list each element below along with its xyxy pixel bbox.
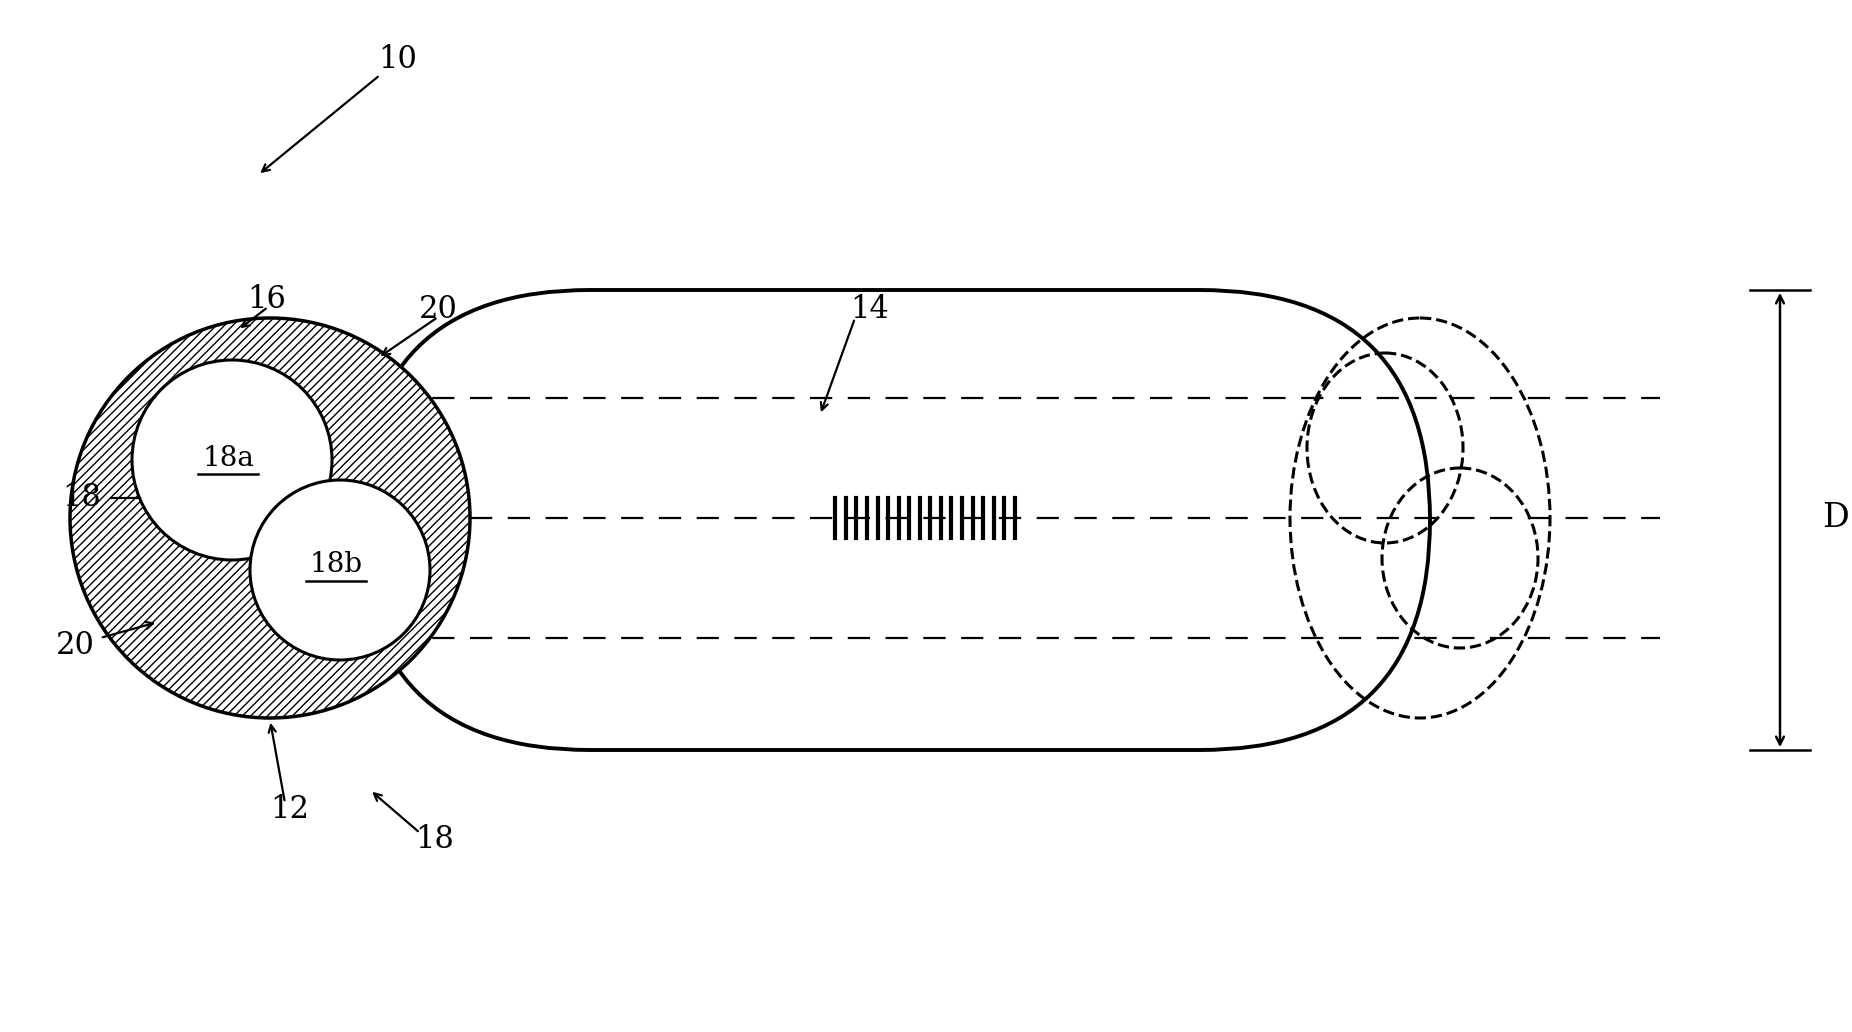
Circle shape [131, 360, 332, 560]
Text: 14: 14 [850, 294, 889, 325]
Text: 18a: 18a [202, 445, 254, 472]
Text: 16: 16 [248, 285, 287, 316]
Text: 18: 18 [63, 483, 102, 514]
Text: 20: 20 [419, 294, 457, 325]
Text: 18: 18 [415, 825, 454, 856]
Text: 20: 20 [56, 630, 94, 660]
Text: 10: 10 [378, 44, 417, 75]
Text: D: D [1822, 502, 1848, 534]
Circle shape [70, 318, 470, 718]
FancyBboxPatch shape [359, 290, 1430, 750]
Text: 12: 12 [270, 795, 309, 826]
Circle shape [250, 480, 430, 660]
Text: 18b: 18b [309, 551, 363, 579]
